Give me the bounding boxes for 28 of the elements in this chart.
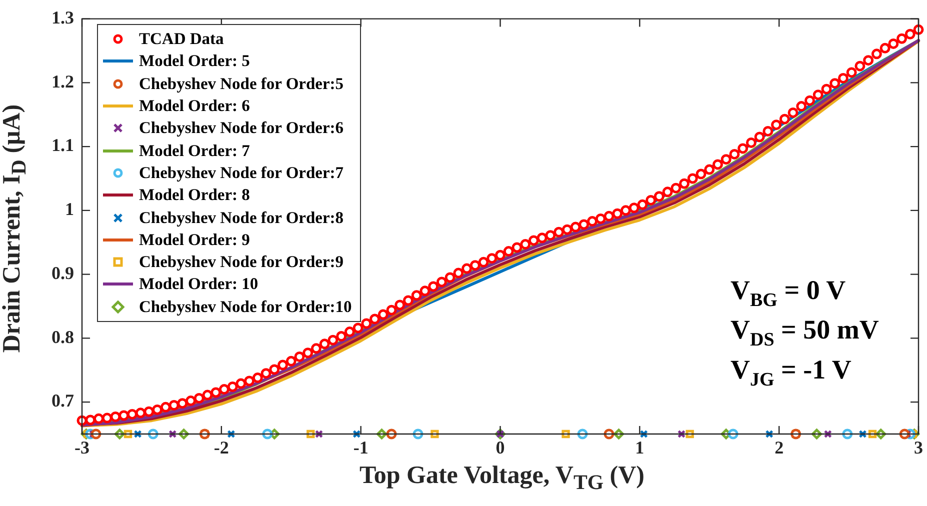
x-tick-label: 3: [914, 437, 923, 458]
legend-label: Chebyshev Node for Order:9: [139, 252, 344, 272]
y-tick-label: 1.3: [52, 7, 74, 28]
y-tick-label: 1.2: [52, 71, 74, 92]
legend-label: Model Order: 7: [139, 140, 250, 161]
y-tick-label: 1: [65, 199, 74, 220]
legend-label: Model Order: 9: [139, 230, 250, 250]
y-tick-label: 0.7: [52, 390, 74, 411]
x-tick-label: -3: [74, 437, 90, 458]
legend-label: Chebyshev Node for Order:5: [139, 74, 344, 94]
legend-label: Chebyshev Node for Order:10: [139, 296, 352, 317]
x-tick-label: 0: [496, 437, 505, 458]
x-tick-label: -1: [353, 437, 368, 458]
x-tick-label: 2: [774, 437, 784, 458]
legend-label: Model Order: 5: [139, 51, 250, 72]
legend-label: TCAD Data: [139, 29, 224, 50]
y-tick-label: 0.9: [52, 262, 74, 283]
legend-label: Chebyshev Node for Order:6: [139, 118, 344, 138]
legend-label: Model Order: 10: [139, 274, 258, 294]
legend-label: Model Order: 8: [139, 185, 250, 206]
x-tick-label: -2: [214, 437, 229, 458]
legend-label: Chebyshev Node for Order:7: [139, 162, 344, 183]
x-axis-title: Top Gate Voltage, V$_{TG}$ (V): [358, 462, 646, 495]
x-tick-label: 1: [635, 437, 644, 458]
legend-label: Chebyshev Node for Order:8: [139, 208, 344, 228]
legend-label: Model Order: 6: [139, 96, 250, 116]
y-tick-label: 0.8: [52, 326, 74, 347]
y-tick-label: 1.1: [52, 135, 74, 156]
